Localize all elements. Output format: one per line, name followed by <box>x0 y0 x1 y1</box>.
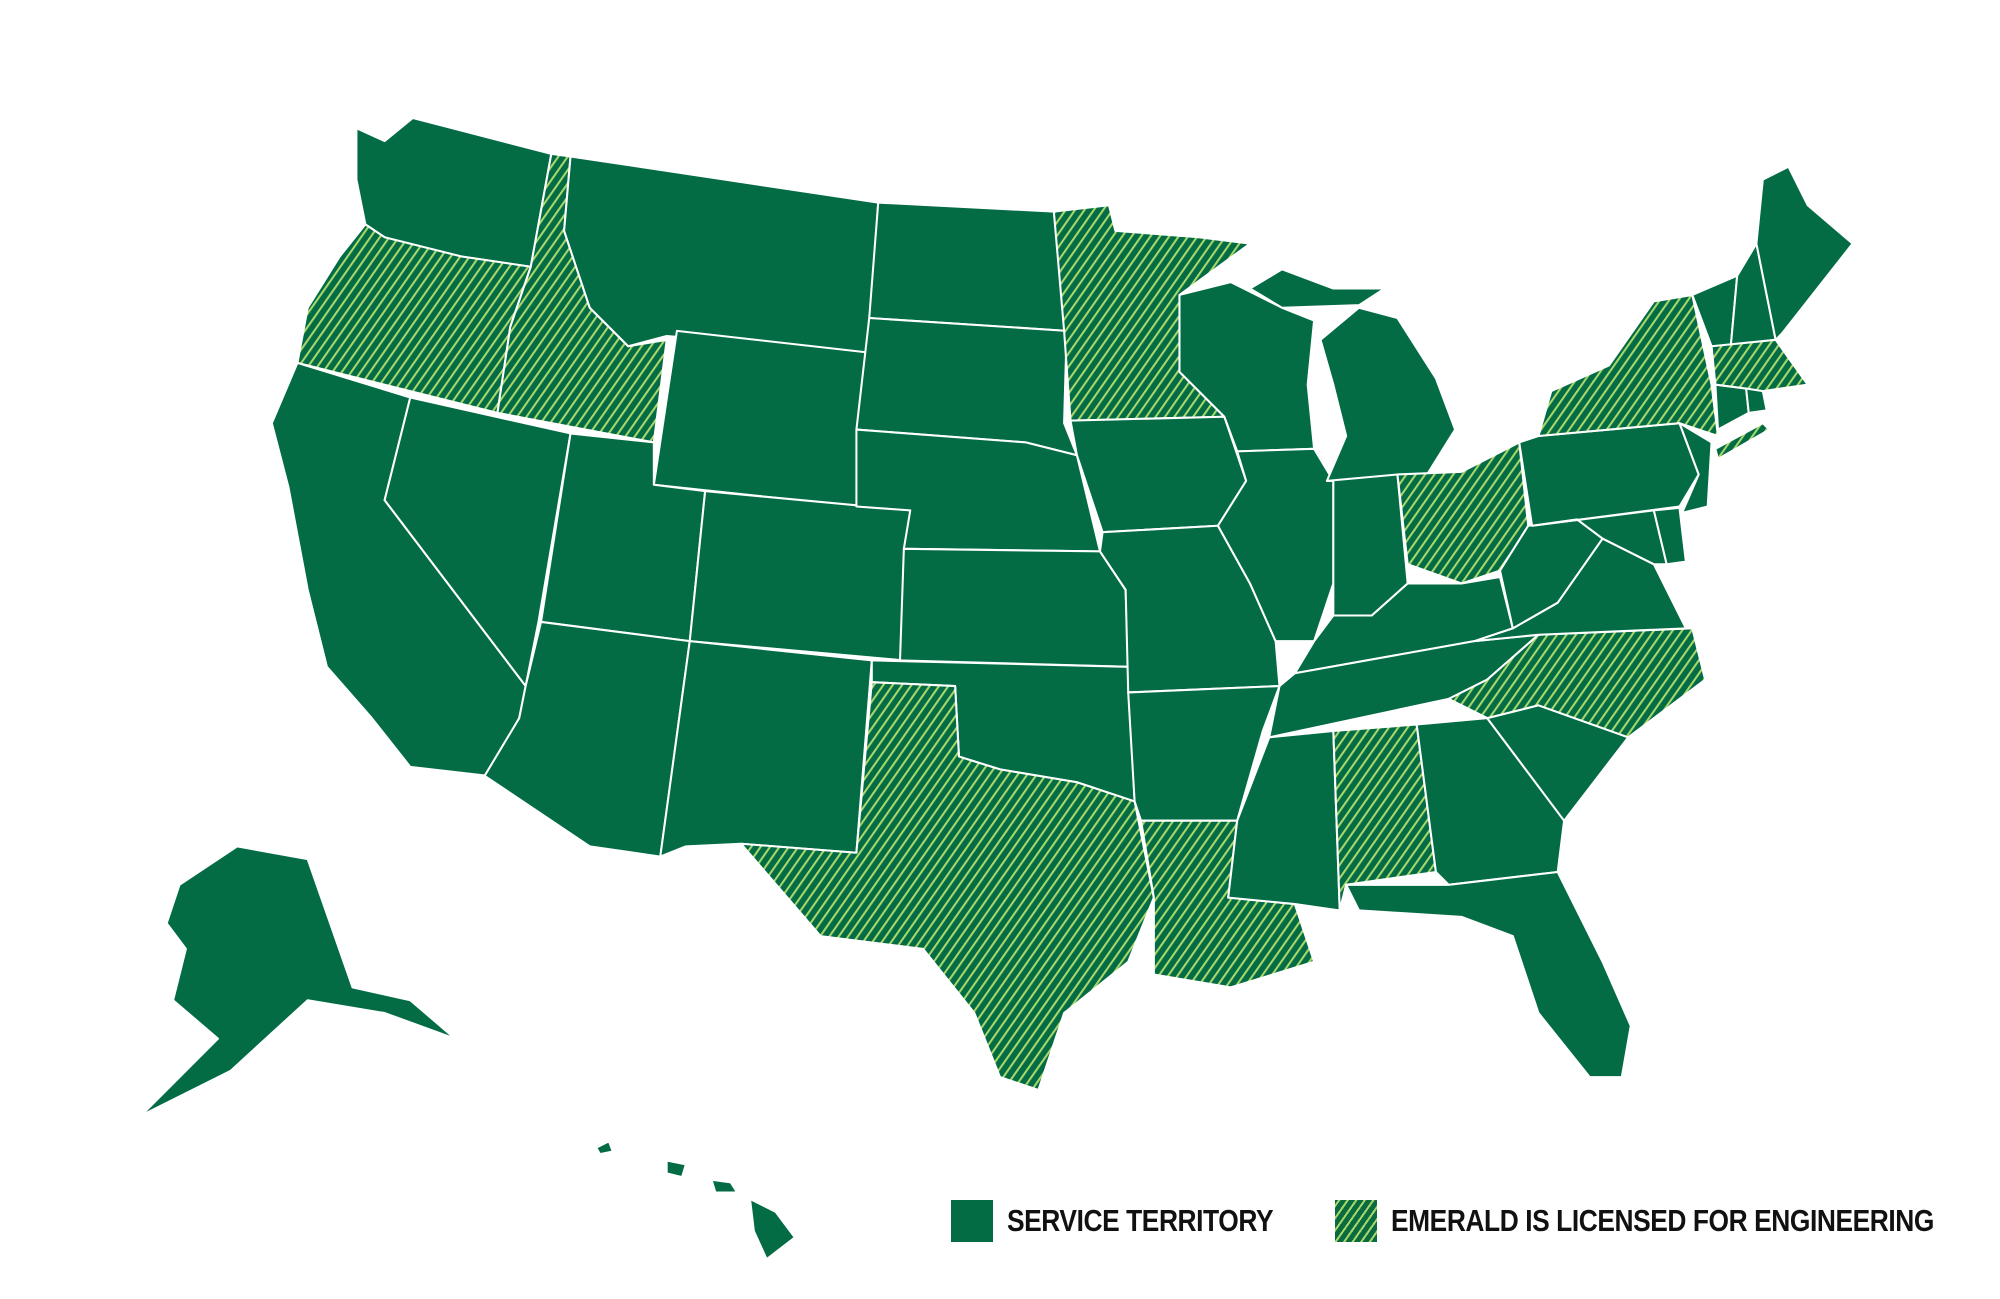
state-mt <box>563 155 880 354</box>
state-me <box>1755 165 1854 341</box>
state-il <box>1216 447 1335 643</box>
licensed-engineering-swatch <box>1335 1200 1377 1242</box>
state-nv <box>383 396 572 688</box>
state-ak <box>140 845 457 1117</box>
state-ia <box>1069 415 1248 534</box>
state-wy <box>652 329 871 508</box>
state-hi <box>595 1140 796 1261</box>
state-wi <box>1178 281 1316 453</box>
state-ks <box>898 547 1130 668</box>
legend-label-licensed: EMERALD IS LICENSED FOR ENGINEERING <box>1391 1203 1934 1238</box>
state-nd <box>868 201 1068 332</box>
state-ct <box>1714 383 1750 431</box>
legend-licensed-engineering: EMERALD IS LICENSED FOR ENGINEERING <box>1335 1200 2000 1242</box>
state-nm <box>659 640 873 858</box>
legend-service-territory: SERVICE TERRITORY <box>951 1200 1320 1242</box>
legend-label-service: SERVICE TERRITORY <box>1007 1203 1274 1238</box>
state-ma <box>1710 338 1809 393</box>
state-tx <box>740 681 1155 1092</box>
state-fl <box>1345 870 1632 1079</box>
states-layer <box>140 116 1854 1261</box>
state-mi <box>1248 268 1457 482</box>
state-nc <box>1447 627 1707 739</box>
state-de <box>1652 506 1687 566</box>
state-al <box>1332 723 1437 912</box>
state-co <box>688 490 912 662</box>
state-nj <box>1678 422 1713 514</box>
service-territory-swatch <box>951 1200 993 1242</box>
state-ri <box>1745 387 1768 414</box>
